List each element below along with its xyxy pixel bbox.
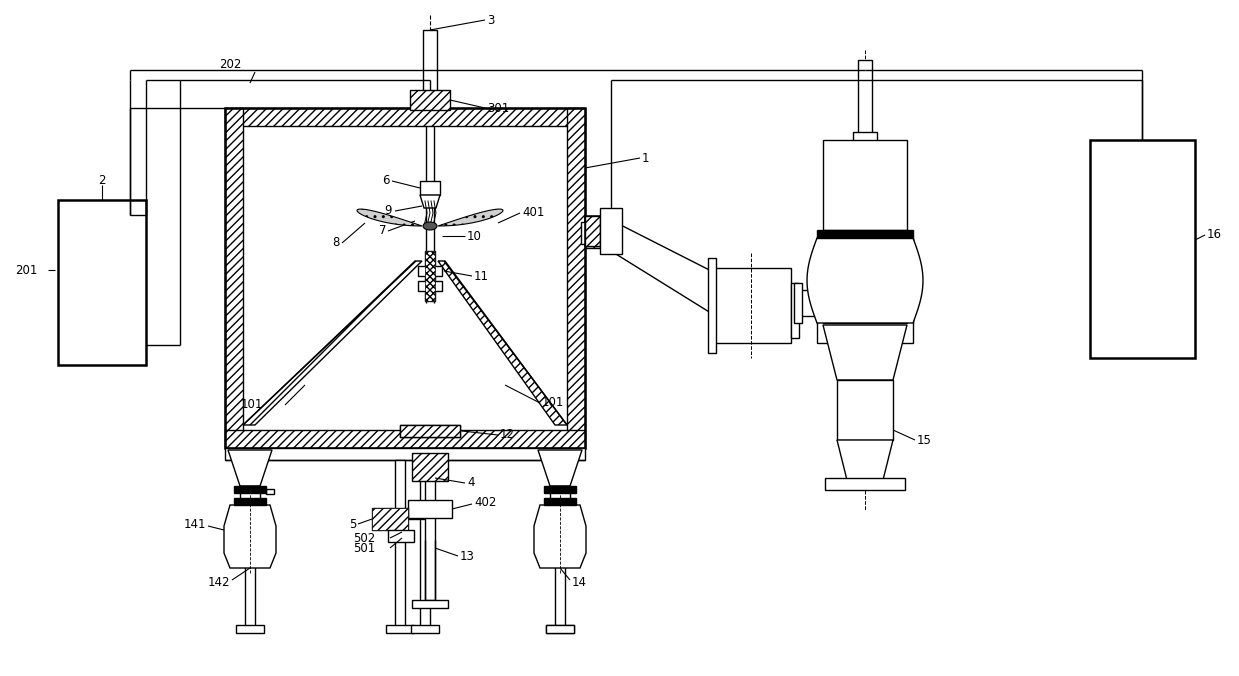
- Polygon shape: [807, 238, 923, 323]
- Polygon shape: [420, 195, 440, 208]
- Polygon shape: [817, 238, 913, 343]
- Bar: [544, 486, 576, 493]
- Polygon shape: [585, 216, 603, 246]
- Bar: [838, 380, 893, 440]
- Bar: [418, 266, 442, 276]
- Bar: [857, 60, 872, 140]
- Text: 7: 7: [378, 224, 387, 237]
- Polygon shape: [357, 209, 422, 226]
- Text: 11: 11: [475, 270, 489, 283]
- Bar: [234, 486, 266, 493]
- Bar: [707, 258, 716, 353]
- Text: 141: 141: [183, 518, 206, 531]
- Bar: [235, 625, 264, 633]
- Bar: [420, 460, 430, 630]
- Text: 12: 12: [501, 429, 515, 441]
- Bar: [225, 108, 585, 448]
- Bar: [400, 425, 460, 437]
- Bar: [823, 140, 907, 230]
- Text: 3: 3: [487, 14, 494, 26]
- Bar: [585, 218, 603, 248]
- Text: 201: 201: [16, 264, 38, 276]
- Bar: [408, 500, 452, 518]
- Bar: [387, 625, 414, 633]
- Bar: [852, 132, 877, 142]
- Bar: [817, 238, 913, 323]
- Text: 10: 10: [467, 229, 482, 243]
- Text: 501: 501: [353, 541, 375, 554]
- Polygon shape: [838, 440, 893, 480]
- Polygon shape: [439, 209, 503, 226]
- Text: 14: 14: [572, 575, 587, 589]
- Polygon shape: [585, 216, 735, 328]
- Polygon shape: [225, 108, 585, 126]
- Bar: [413, 453, 449, 481]
- Text: 13: 13: [460, 550, 475, 562]
- Bar: [266, 489, 274, 494]
- Bar: [1090, 140, 1194, 358]
- Text: 6: 6: [383, 174, 390, 187]
- Bar: [794, 283, 802, 323]
- Bar: [58, 200, 146, 365]
- Text: 1: 1: [642, 151, 649, 164]
- Bar: [600, 208, 622, 254]
- Polygon shape: [224, 505, 276, 568]
- Bar: [799, 290, 854, 316]
- Text: 301: 301: [487, 101, 509, 114]
- Polygon shape: [823, 325, 907, 380]
- Bar: [817, 230, 913, 238]
- Bar: [546, 625, 574, 633]
- Bar: [245, 460, 255, 630]
- Polygon shape: [538, 450, 582, 486]
- Bar: [825, 478, 904, 490]
- Bar: [410, 90, 450, 110]
- Bar: [240, 486, 260, 501]
- Text: 401: 401: [522, 206, 544, 220]
- Bar: [711, 268, 790, 343]
- Text: 142: 142: [207, 575, 230, 589]
- Text: 202: 202: [219, 59, 242, 72]
- Polygon shape: [225, 430, 585, 448]
- Text: 502: 502: [353, 531, 375, 544]
- Bar: [425, 460, 435, 600]
- Ellipse shape: [422, 222, 437, 230]
- Bar: [420, 181, 440, 195]
- Polygon shape: [228, 450, 273, 486]
- Bar: [411, 625, 439, 633]
- Polygon shape: [567, 108, 585, 448]
- Bar: [413, 600, 449, 608]
- Bar: [425, 251, 435, 301]
- Text: 16: 16: [1207, 228, 1222, 241]
- Bar: [372, 508, 408, 530]
- Text: 5: 5: [348, 518, 356, 531]
- Bar: [546, 625, 574, 633]
- Bar: [422, 30, 437, 108]
- Bar: [544, 498, 576, 505]
- Bar: [555, 460, 565, 630]
- Text: 4: 4: [467, 477, 475, 489]
- Bar: [790, 283, 799, 338]
- Polygon shape: [225, 108, 243, 448]
- Text: 2: 2: [98, 174, 105, 187]
- Text: 9: 9: [384, 205, 392, 218]
- Bar: [388, 530, 414, 542]
- Bar: [425, 251, 435, 301]
- Bar: [585, 216, 600, 246]
- Bar: [418, 281, 442, 291]
- Bar: [234, 498, 266, 505]
- Text: 101: 101: [541, 397, 565, 410]
- Bar: [372, 508, 408, 530]
- Bar: [550, 486, 570, 501]
- Polygon shape: [534, 505, 586, 568]
- Text: 101: 101: [240, 398, 263, 412]
- Bar: [400, 425, 460, 437]
- Text: 8: 8: [332, 237, 339, 249]
- Bar: [581, 222, 610, 244]
- Text: 402: 402: [475, 496, 497, 510]
- Text: 15: 15: [917, 433, 932, 447]
- Bar: [395, 460, 405, 630]
- Polygon shape: [439, 261, 567, 425]
- Polygon shape: [243, 261, 422, 425]
- Bar: [225, 448, 585, 460]
